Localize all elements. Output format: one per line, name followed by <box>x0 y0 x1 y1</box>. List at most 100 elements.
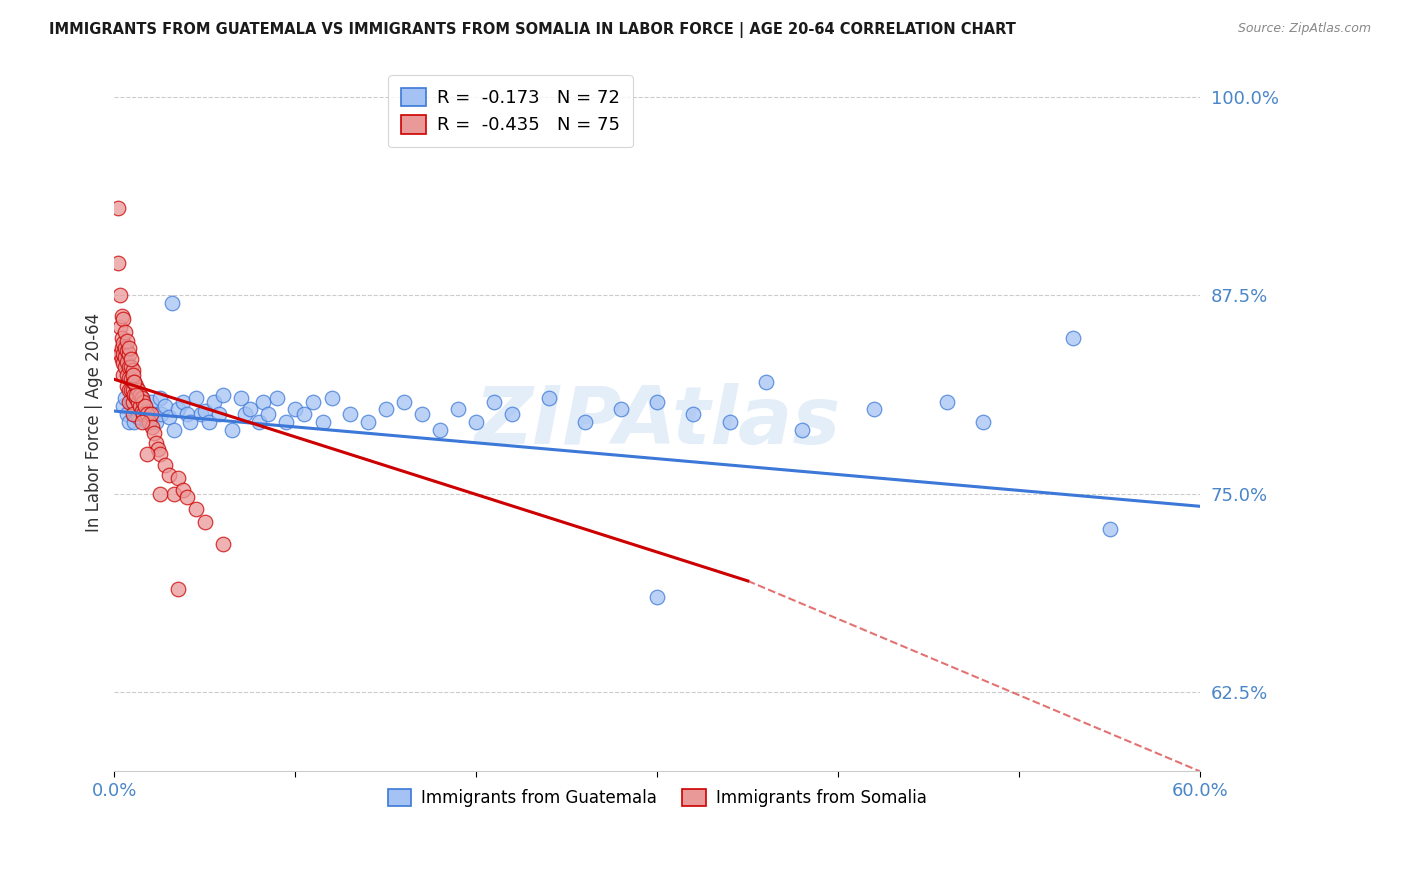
Point <box>118 384 141 398</box>
Point <box>1098 522 1121 536</box>
Point <box>112 356 135 370</box>
Point <box>121 384 143 398</box>
Point <box>121 394 143 409</box>
Point <box>114 341 136 355</box>
Point <box>149 447 172 461</box>
Point <box>114 350 136 364</box>
Point <box>108 347 131 361</box>
Point <box>115 407 138 421</box>
Point <box>718 415 741 429</box>
Point <box>120 359 142 374</box>
Point <box>935 394 957 409</box>
Point <box>131 415 153 429</box>
Point <box>112 368 135 382</box>
Point <box>447 402 470 417</box>
Point <box>172 483 194 498</box>
Point <box>574 415 596 429</box>
Point <box>124 388 146 402</box>
Point <box>610 402 633 417</box>
Point <box>114 392 136 406</box>
Point <box>121 388 143 402</box>
Point <box>184 392 207 406</box>
Point <box>465 415 488 429</box>
Point <box>157 410 180 425</box>
Point <box>863 402 886 417</box>
Point <box>127 410 149 425</box>
Point <box>136 407 159 421</box>
Point <box>411 407 433 421</box>
Point <box>132 394 155 409</box>
Point <box>124 376 146 390</box>
Point <box>134 400 156 414</box>
Point <box>112 400 135 414</box>
Point <box>755 376 778 390</box>
Point <box>128 400 150 414</box>
Point <box>143 426 166 441</box>
Point <box>790 423 813 437</box>
Y-axis label: In Labor Force | Age 20-64: In Labor Force | Age 20-64 <box>86 312 103 532</box>
Point <box>321 392 343 406</box>
Point <box>120 384 142 398</box>
Point <box>136 415 159 429</box>
Point <box>429 423 451 437</box>
Point <box>208 407 231 421</box>
Text: IMMIGRANTS FROM GUATEMALA VS IMMIGRANTS FROM SOMALIA IN LABOR FORCE | AGE 20-64 : IMMIGRANTS FROM GUATEMALA VS IMMIGRANTS … <box>49 22 1017 38</box>
Point <box>131 392 153 406</box>
Point <box>115 343 138 358</box>
Point <box>149 486 172 500</box>
Point <box>645 394 668 409</box>
Point <box>121 368 143 382</box>
Point <box>136 447 159 461</box>
Point <box>229 392 252 406</box>
Point <box>143 407 166 421</box>
Text: Source: ZipAtlas.com: Source: ZipAtlas.com <box>1237 22 1371 36</box>
Point <box>118 359 141 374</box>
Point <box>339 407 361 421</box>
Legend: Immigrants from Guatemala, Immigrants from Somalia: Immigrants from Guatemala, Immigrants fr… <box>380 780 935 815</box>
Point <box>555 812 578 826</box>
Point <box>111 331 134 345</box>
Point <box>145 415 167 429</box>
Point <box>108 320 131 334</box>
Point <box>112 347 135 361</box>
Point <box>112 335 135 350</box>
Point <box>212 388 235 402</box>
Point <box>111 341 134 355</box>
Point <box>972 415 994 429</box>
Point <box>125 388 148 402</box>
Point <box>392 394 415 409</box>
Point <box>127 394 149 409</box>
Point <box>645 590 668 604</box>
Point <box>537 392 560 406</box>
Point <box>202 394 225 409</box>
Point <box>239 402 262 417</box>
Point <box>115 368 138 382</box>
Text: ZIPAtlas: ZIPAtlas <box>474 384 841 461</box>
Point <box>302 394 325 409</box>
Point <box>120 372 142 386</box>
Point <box>166 402 188 417</box>
Point <box>111 309 134 323</box>
Point <box>118 394 141 409</box>
Point <box>502 407 524 421</box>
Point <box>176 490 198 504</box>
Point <box>141 420 163 434</box>
Point <box>107 201 129 215</box>
Point <box>172 394 194 409</box>
Point <box>121 363 143 377</box>
Point <box>128 388 150 402</box>
Point <box>276 415 298 429</box>
Point <box>374 402 396 417</box>
Point <box>115 355 138 369</box>
Point <box>131 392 153 406</box>
Point <box>266 392 288 406</box>
Point <box>118 341 141 355</box>
Point <box>115 378 138 392</box>
Point <box>114 325 136 339</box>
Point <box>257 407 280 421</box>
Point <box>145 435 167 450</box>
Point <box>132 407 155 421</box>
Point <box>139 407 162 421</box>
Point <box>184 502 207 516</box>
Point <box>125 392 148 406</box>
